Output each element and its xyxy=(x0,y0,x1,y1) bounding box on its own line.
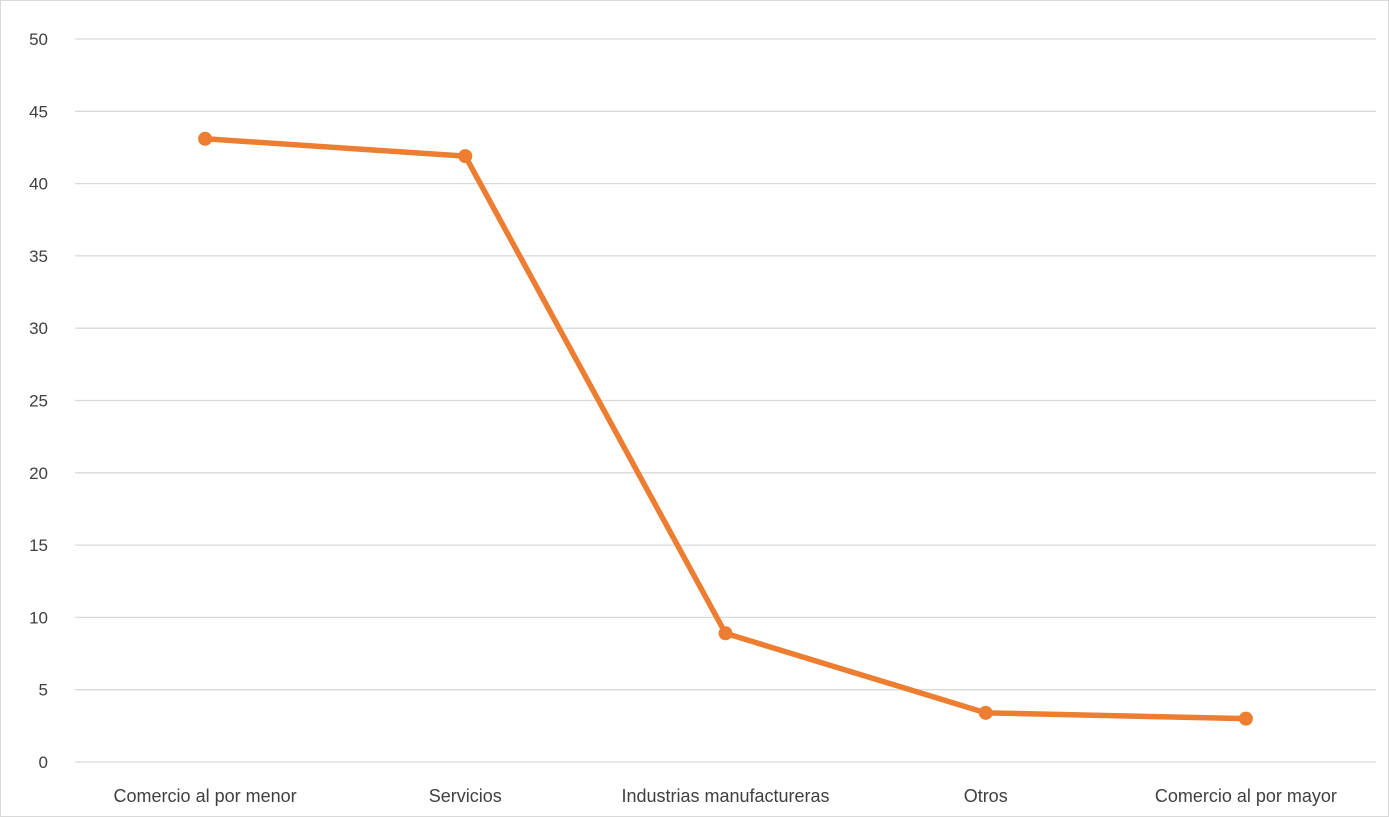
y-tick-label: 5 xyxy=(39,681,48,700)
data-point[interactable] xyxy=(1238,711,1253,726)
data-point[interactable] xyxy=(718,626,733,641)
x-tick-label: Comercio al por menor xyxy=(114,786,297,806)
y-tick-label: 25 xyxy=(29,392,48,411)
y-axis-ticks: 0 5 10 15 20 25 30 35 40 45 50 xyxy=(29,30,48,772)
x-tick-label: Industrias manufactureras xyxy=(621,786,829,806)
data-point[interactable] xyxy=(978,705,993,720)
y-tick-label: 50 xyxy=(29,30,48,49)
x-axis-ticks: Comercio al por menor Servicios Industrias… xyxy=(114,786,1337,806)
y-tick-label: 45 xyxy=(29,102,48,121)
x-tick-label: Otros xyxy=(964,786,1008,806)
x-tick-label: Servicios xyxy=(429,786,502,806)
y-tick-label: 10 xyxy=(29,608,48,627)
y-tick-label: 35 xyxy=(29,247,48,266)
y-tick-label: 30 xyxy=(29,319,48,338)
data-point[interactable] xyxy=(458,149,473,164)
gridlines xyxy=(75,38,1376,763)
y-tick-label: 20 xyxy=(29,464,48,483)
y-tick-label: 15 xyxy=(29,536,48,555)
data-point[interactable] xyxy=(198,131,213,146)
x-tick-label: Comercio al por mayor xyxy=(1155,786,1337,806)
series-group xyxy=(198,131,1253,726)
y-tick-label: 0 xyxy=(39,753,48,772)
y-tick-label: 40 xyxy=(29,175,48,194)
